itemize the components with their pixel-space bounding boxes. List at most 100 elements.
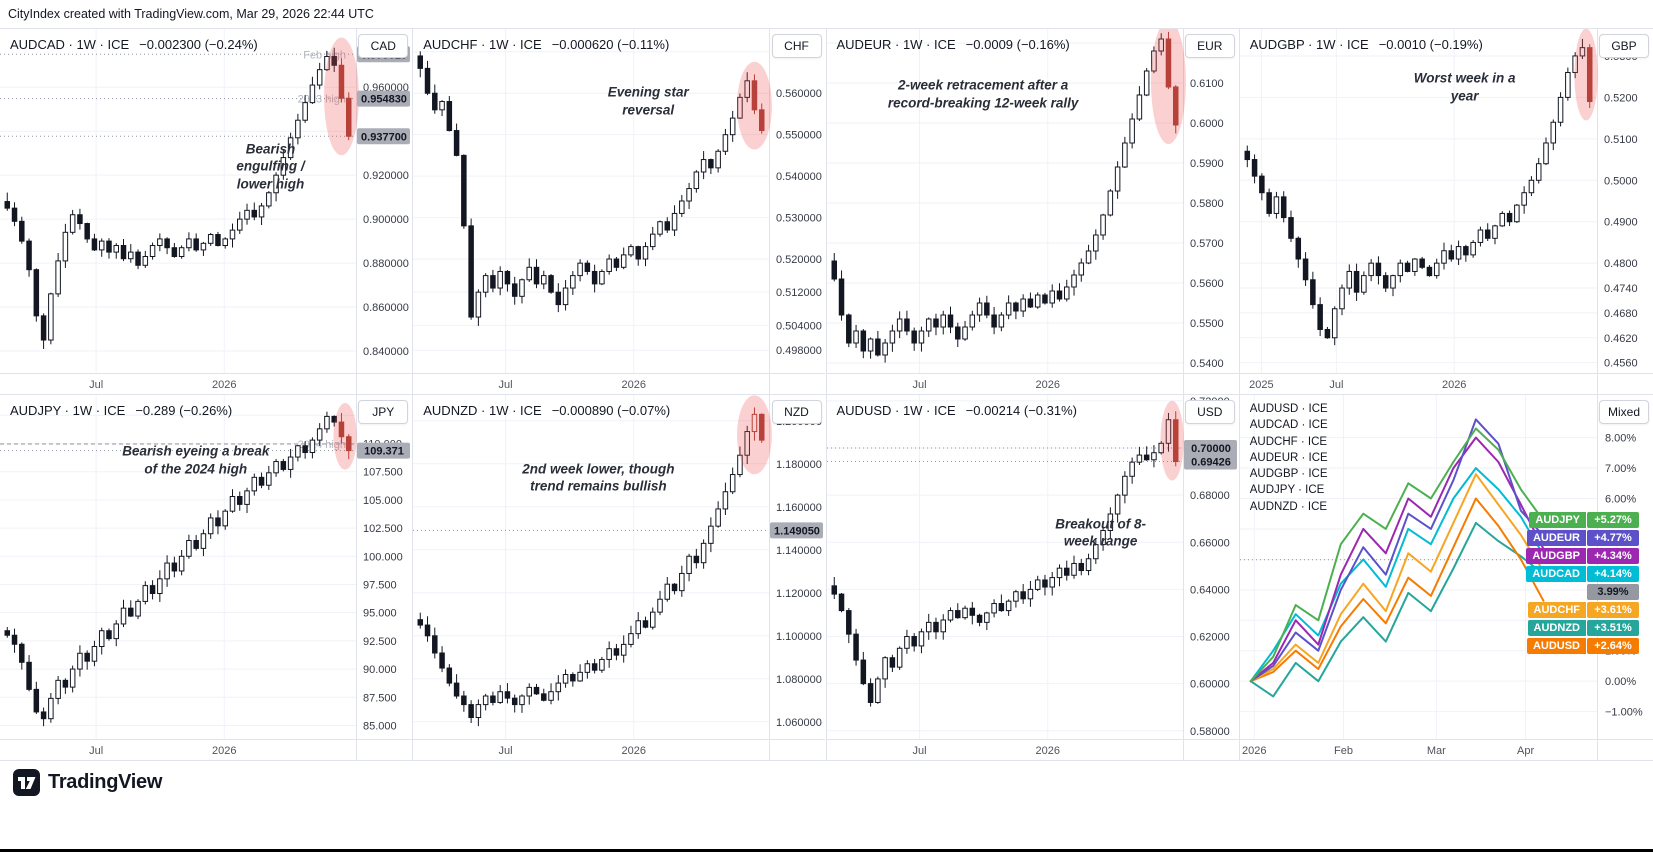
panel-audgbp[interactable]: 0.53000.52000.51000.50000.49000.48000.47…: [1239, 29, 1653, 395]
svg-text:0.4560: 0.4560: [1604, 358, 1638, 370]
svg-text:0.4900: 0.4900: [1604, 217, 1638, 229]
svg-text:2026: 2026: [622, 745, 646, 757]
svg-text:Mar: Mar: [1427, 745, 1446, 757]
symbol-label: AUDGBP · 1W · ICE: [1249, 37, 1369, 52]
svg-text:2026: 2026: [622, 379, 646, 391]
change-label: −0.000620 (−0.11%): [551, 37, 670, 52]
svg-text:0.550000: 0.550000: [776, 130, 822, 142]
svg-text:Jul: Jul: [499, 745, 513, 757]
chart-canvas[interactable]: 0.53000.52000.51000.50000.49000.48000.47…: [1239, 29, 1653, 394]
legend-item-audcad[interactable]: AUDCAD · ICE: [1249, 419, 1328, 432]
price-axis-currency-badge: USD: [1184, 400, 1235, 424]
svg-text:0.68000: 0.68000: [1190, 490, 1230, 502]
svg-text:107.500: 107.500: [363, 467, 403, 479]
svg-text:2026: 2026: [1035, 745, 1059, 757]
svg-text:0.840000: 0.840000: [363, 346, 409, 358]
svg-text:0.70000: 0.70000: [1191, 443, 1231, 455]
svg-text:0.5100: 0.5100: [1604, 134, 1638, 146]
svg-text:8.00%: 8.00%: [1605, 433, 1636, 445]
legend-item-audeur[interactable]: AUDEUR · ICE: [1249, 451, 1328, 464]
svg-text:0.504000: 0.504000: [776, 320, 822, 332]
svg-text:2026: 2026: [1035, 379, 1059, 391]
chart-title-audcad: AUDCAD · 1W · ICE −0.002300 (−0.24%): [10, 37, 258, 52]
svg-text:1.080000: 1.080000: [776, 674, 822, 686]
svg-text:0.512000: 0.512000: [776, 287, 822, 299]
panel-audjpy[interactable]: 2024 high112.500110.000107.500105.000102…: [0, 395, 414, 761]
svg-text:2026: 2026: [1442, 379, 1466, 391]
change-label: −0.000890 (−0.07%): [551, 403, 671, 418]
svg-text:−1.00%: −1.00%: [1605, 707, 1643, 719]
svg-text:0.954830: 0.954830: [361, 94, 407, 106]
chart-canvas[interactable]: 0.62000.61000.60000.59000.58000.57000.56…: [826, 29, 1239, 394]
compare-badge-audnzd: AUDNZD +3.51%: [1527, 619, 1639, 636]
legend-item-audnzd[interactable]: AUDNZD · ICE: [1249, 500, 1328, 513]
svg-text:2025: 2025: [1249, 379, 1273, 391]
change-label: −0.002300 (−0.24%): [139, 37, 258, 52]
svg-text:0.69426: 0.69426: [1191, 457, 1231, 469]
svg-text:90.000: 90.000: [363, 664, 397, 676]
chart-canvas[interactable]: 0.5700000.5600000.5500000.5400000.530000…: [413, 29, 826, 394]
annotation-text: 2-week retracement after a record-breaki…: [887, 77, 1079, 111]
tradingview-brand[interactable]: TradingView: [13, 769, 162, 796]
price-axis-currency-badge: CAD: [358, 34, 409, 58]
svg-text:92.500: 92.500: [363, 636, 397, 648]
panel-audnzd[interactable]: 1.2000001.1800001.1600001.1400001.120000…: [413, 395, 827, 761]
svg-text:2026: 2026: [212, 379, 236, 391]
svg-text:0.6100: 0.6100: [1190, 78, 1224, 90]
svg-text:1.120000: 1.120000: [776, 588, 822, 600]
legend-item-audgbp[interactable]: AUDGBP · ICE: [1249, 468, 1328, 481]
chart-canvas[interactable]: 0.720000.680000.660000.640000.620000.600…: [826, 395, 1239, 760]
change-label: −0.289 (−0.26%): [135, 403, 233, 418]
price-axis-currency-badge: EUR: [1184, 34, 1235, 58]
tradingview-logo-icon: [13, 769, 40, 796]
svg-text:0.900000: 0.900000: [363, 214, 409, 226]
chart-title-audgbp: AUDGBP · 1W · ICE −0.0010 (−0.19%): [1250, 37, 1483, 52]
annotation-text: 2nd week lower, though trend remains bul…: [522, 461, 675, 494]
svg-text:0.4800: 0.4800: [1604, 258, 1638, 270]
svg-text:0.5000: 0.5000: [1604, 175, 1638, 187]
compare-chart-canvas[interactable]: 8.00%7.00%6.00%1.00%0.00%−1.00%2026FebMa…: [1239, 395, 1653, 760]
symbol-label: AUDJPY · 1W · ICE: [10, 403, 126, 418]
annotation-text: Bearish engulfing / lower high: [236, 141, 305, 192]
annotation-text: Bearish eyeing a break of the 2024 high: [122, 443, 270, 477]
svg-text:102.500: 102.500: [363, 523, 403, 535]
svg-text:95.000: 95.000: [363, 608, 397, 620]
footer: TradingView: [0, 761, 1653, 852]
chart-grid: Feb high 2023 high 0.960000 0.920000 0.90000…: [0, 28, 1653, 761]
compare-badge-audcad: AUDCAD +4.14%: [1526, 565, 1639, 582]
panel-audusd[interactable]: 0.720000.680000.660000.640000.620000.600…: [826, 395, 1240, 761]
chart-canvas[interactable]: 1.2000001.1800001.1600001.1400001.120000…: [413, 395, 826, 760]
panel-compare[interactable]: 8.00%7.00%6.00%1.00%0.00%−1.00%2026FebMa…: [1239, 395, 1653, 761]
panel-audeur[interactable]: 0.62000.61000.60000.59000.58000.57000.56…: [826, 29, 1240, 395]
svg-text:Feb: Feb: [1334, 745, 1353, 757]
symbol-label: AUDCHF · 1W · ICE: [423, 37, 542, 52]
svg-text:2026: 2026: [1242, 745, 1266, 757]
change-label: −0.0009 (−0.16%): [965, 37, 1070, 52]
panel-audcad[interactable]: Feb high 2023 high 0.960000 0.920000 0.90000…: [0, 29, 414, 395]
legend-item-audjpy[interactable]: AUDJPY · ICE: [1249, 484, 1325, 497]
symbol-label: AUDCAD · 1W · ICE: [10, 37, 130, 52]
svg-text:6.00%: 6.00%: [1605, 494, 1636, 506]
svg-text:Apr: Apr: [1517, 745, 1534, 757]
svg-text:7.00%: 7.00%: [1605, 463, 1636, 475]
annotation-text: Evening star reversal: [607, 84, 689, 118]
legend-item-audusd[interactable]: AUDUSD · ICE: [1249, 403, 1328, 415]
annotation-text: Breakout of 8- week range: [1055, 516, 1146, 549]
svg-text:0.4740: 0.4740: [1604, 283, 1638, 295]
svg-text:0.62000: 0.62000: [1190, 632, 1230, 644]
annotation-text: Worst week in a year: [1413, 70, 1516, 104]
svg-text:0.5800: 0.5800: [1190, 198, 1224, 210]
chart-title-audjpy: AUDJPY · 1W · ICE −0.289 (−0.26%): [10, 403, 232, 418]
panel-audchf[interactable]: 0.5700000.5600000.5500000.5400000.530000…: [413, 29, 827, 395]
change-label: −0.00214 (−0.31%): [965, 403, 1077, 418]
svg-text:0.937700: 0.937700: [361, 131, 407, 143]
svg-text:109.371: 109.371: [364, 446, 404, 458]
svg-text:Jul: Jul: [89, 379, 103, 391]
compare-badge-audchf: AUDCHF +3.61%: [1527, 601, 1639, 618]
bottom-bar: [0, 849, 1653, 852]
compare-badge-audeur: AUDEUR +4.77%: [1526, 529, 1639, 546]
svg-text:0.520000: 0.520000: [776, 254, 822, 266]
legend-item-audchf[interactable]: AUDCHF · ICE: [1249, 435, 1328, 448]
